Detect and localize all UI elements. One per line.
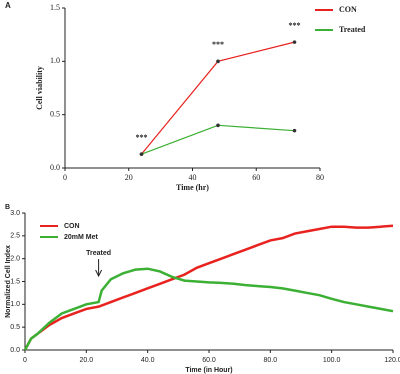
x-tick-label: 120.0 [384, 357, 400, 364]
panel-label: A [5, 1, 11, 10]
y-tick-label: 0.5 [10, 324, 20, 331]
x-tick-label: 80.0 [264, 357, 278, 364]
y-tick-label: 0.5 [50, 109, 60, 118]
x-tick-label: 60 [252, 173, 260, 182]
y-tick-label: 1.0 [50, 56, 60, 65]
x-tick-label: 60.0 [202, 357, 216, 364]
data-point [139, 152, 144, 156]
x-tick-label: 40.0 [141, 357, 155, 364]
x-tick-label: 100.0 [323, 357, 341, 364]
x-tick-label: 80 [316, 173, 324, 182]
x-tick-label: 20.0 [80, 357, 94, 364]
panel-label: B [5, 204, 10, 211]
legend-label: CON [339, 5, 357, 14]
x-tick-label: 40 [189, 173, 197, 182]
series-line [141, 41, 295, 155]
series-line [141, 124, 295, 155]
series-line [23, 267, 394, 351]
x-axis-label: Time (in Hour) [185, 367, 232, 374]
data-point [216, 123, 220, 128]
y-axis-label: Cell viability [35, 66, 44, 110]
data-point [292, 40, 297, 44]
y-tick-label: 1.0 [10, 301, 20, 308]
y-tick-label: 0.0 [50, 163, 60, 172]
annotation: Treated [86, 250, 111, 257]
legend-label: 20mM Met [64, 234, 99, 241]
y-tick-label: 2.0 [10, 256, 20, 263]
arrow-head [95, 269, 103, 278]
significance: *** [289, 21, 301, 30]
x-tick-label: 20 [125, 173, 133, 182]
y-tick-label: 3.0 [10, 210, 20, 217]
x-tick-label: 0 [23, 357, 27, 364]
x-axis-label: Time (hr) [176, 183, 209, 192]
significance: *** [212, 40, 224, 49]
panel-b: B 0.0 0.5 1.0 1.5 2.0 2.5 3.0 0 20.0 40.0 60.0 80.0 1… [5, 204, 400, 374]
data-point [216, 59, 220, 64]
panel-a: A 0.0 0.5 1.0 1.5 0 20 40 60 80 Time (hr) Cell viab… [5, 1, 366, 192]
data-point [292, 128, 297, 133]
y-tick-label: 2.5 [10, 233, 20, 240]
y-axis-label: Normalized Cell Index [5, 245, 12, 318]
significance: *** [136, 133, 148, 142]
x-tick-label: 0 [63, 173, 67, 182]
y-tick-label: 0.0 [10, 347, 20, 354]
legend-label: Treated [339, 25, 366, 34]
y-tick-label: 1.5 [10, 278, 20, 285]
legend-label: CON [64, 223, 80, 230]
series-line [23, 224, 394, 351]
y-tick-label: 1.5 [50, 3, 60, 12]
